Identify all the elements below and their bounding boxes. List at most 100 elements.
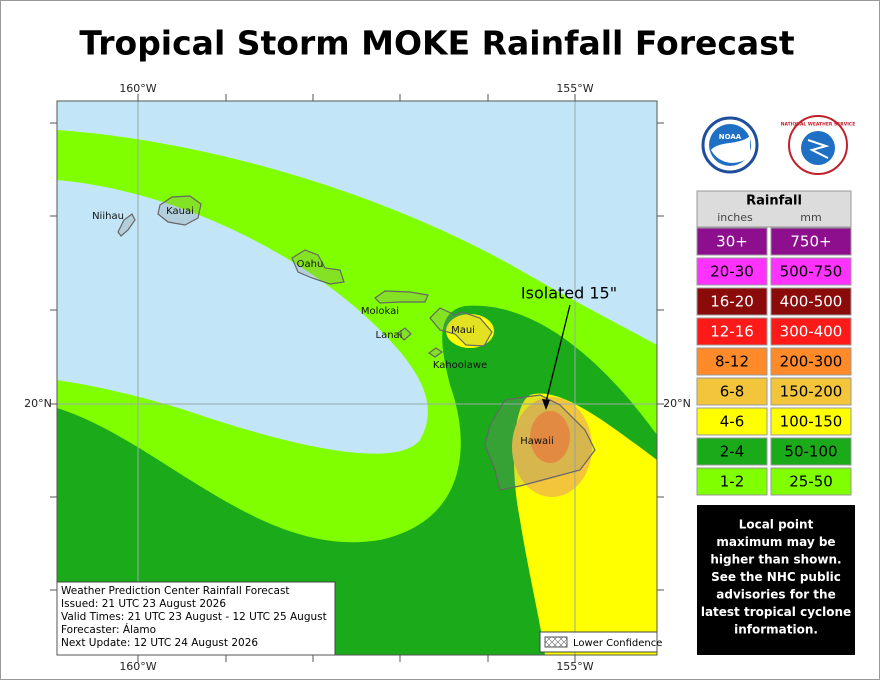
info-line: Weather Prediction Center Rainfall Forec… xyxy=(61,585,290,597)
rainfall-legend: Rainfall inches mm 30+ 750+ 20-30 500-750 16… xyxy=(696,190,852,496)
note-line: See the NHC public xyxy=(711,570,841,584)
nws-logo: NATIONAL WEATHER SERVICE xyxy=(781,115,856,175)
legend-swatch xyxy=(770,317,852,346)
legend-mm: 300-400 xyxy=(780,323,843,341)
legend-swatch xyxy=(770,347,852,376)
legend-swatch xyxy=(770,227,852,256)
legend-inches: 20-30 xyxy=(710,263,754,281)
legend-mm: 200-300 xyxy=(780,353,843,371)
island-hawaii xyxy=(484,394,596,491)
rain-2-4 xyxy=(57,305,657,655)
logo-text: NATIONAL WEATHER SERVICE xyxy=(781,122,856,128)
lon-label: 155°W xyxy=(556,660,593,673)
note-box xyxy=(697,505,855,655)
map xyxy=(57,101,657,655)
annotation-arrow xyxy=(545,304,571,403)
frame-ticks xyxy=(50,94,664,662)
legend-swatch xyxy=(770,377,852,406)
legend-mm: 50-100 xyxy=(784,443,837,461)
legend-title: Rainfall xyxy=(746,194,802,209)
legend-mm: 750+ xyxy=(790,233,831,251)
legend-inches: 1-2 xyxy=(720,473,745,491)
island-niihau xyxy=(117,213,136,237)
island-label: Kauai xyxy=(166,206,194,217)
island-maui xyxy=(429,307,493,347)
island-label: Hawaii xyxy=(520,436,554,447)
lon-label: 160°W xyxy=(119,660,156,673)
info-box xyxy=(57,581,336,655)
island-kahoolawe xyxy=(427,347,444,358)
island-label: Kahoolawe xyxy=(433,360,487,371)
lat-label: 20°N xyxy=(24,397,52,410)
note-line: maximum may be xyxy=(716,535,835,549)
island-lanai xyxy=(397,327,412,341)
legend-swatch xyxy=(696,467,768,496)
lower-confidence-label: Lower Confidence xyxy=(573,638,662,649)
lat-label: 20°N xyxy=(663,397,691,410)
island-label: Maui xyxy=(451,325,475,336)
legend-swatch xyxy=(696,407,768,436)
legend-swatch xyxy=(770,257,852,286)
legend-swatch xyxy=(696,347,768,376)
legend-swatch xyxy=(770,467,852,496)
legend-mm: 150-200 xyxy=(780,383,843,401)
legend-swatch xyxy=(696,257,768,286)
island-kauai xyxy=(157,195,202,226)
arrow-head xyxy=(542,399,550,410)
legend-unit: mm xyxy=(800,211,821,224)
legend-mm: 500-750 xyxy=(780,263,843,281)
legend-inches: 30+ xyxy=(716,233,748,251)
lower-confidence-box xyxy=(539,631,657,653)
logo-wave xyxy=(711,136,750,163)
island-label: Lanai xyxy=(376,330,403,341)
lon-label: 155°W xyxy=(556,82,593,95)
note-line: latest tropical cyclone xyxy=(701,605,851,619)
rain-4-6-maui xyxy=(446,314,494,348)
legend-inches: 16-20 xyxy=(710,293,754,311)
legend-inches: 2-4 xyxy=(720,443,745,461)
info-text: Weather Prediction Center Rainfall Forec… xyxy=(61,585,327,649)
hatch-swatch xyxy=(544,636,568,648)
island-oahu xyxy=(291,249,345,285)
legend-inches: 4-6 xyxy=(720,413,745,431)
info-line: Forecaster: Álamo xyxy=(61,623,156,636)
legend-unit: inches xyxy=(717,211,753,224)
note-text: Local point maximum may be higher than sho… xyxy=(701,518,851,637)
logo-bolt xyxy=(807,139,830,159)
logo-text: NOAA xyxy=(719,133,742,141)
island-label: Oahu xyxy=(297,259,324,270)
rain-8-12 xyxy=(530,411,570,463)
legend-swatch xyxy=(696,437,768,466)
note-line: Local point xyxy=(739,518,814,532)
legend-swatch xyxy=(770,407,852,436)
island-label: Niihau xyxy=(92,211,124,222)
legend-inches: 8-12 xyxy=(715,353,749,371)
legend-swatch xyxy=(696,377,768,406)
legend-mm: 400-500 xyxy=(780,293,843,311)
note-line: advisories for the xyxy=(716,588,835,602)
note-line: higher than shown. xyxy=(710,553,841,567)
legend-header xyxy=(696,190,852,228)
title: Tropical Storm MOKE Rainfall Forecast xyxy=(79,24,794,63)
legend-swatch xyxy=(770,287,852,316)
legend-swatch xyxy=(770,437,852,466)
dry-tongue xyxy=(57,180,428,454)
island-molokai xyxy=(374,290,429,304)
info-line: Issued: 21 UTC 23 August 2026 xyxy=(61,598,226,610)
info-line: Next Update: 12 UTC 24 August 2026 xyxy=(61,637,258,649)
legend-swatch xyxy=(696,317,768,346)
legend-swatch xyxy=(696,227,768,256)
legend-inches: 12-16 xyxy=(710,323,754,341)
map-frame xyxy=(56,100,658,656)
legend-swatch xyxy=(696,287,768,316)
legend-inches: 6-8 xyxy=(720,383,745,401)
noaa-logo: NOAA xyxy=(701,116,759,174)
info-line: Valid Times: 21 UTC 23 August - 12 UTC 2… xyxy=(61,611,327,623)
legend-mm: 25-50 xyxy=(789,473,833,491)
island-label: Molokai xyxy=(361,306,399,317)
note-line: information. xyxy=(734,623,818,637)
annotation: Isolated 15" xyxy=(521,284,617,303)
legend-mm: 100-150 xyxy=(780,413,843,431)
lon-label: 160°W xyxy=(119,82,156,95)
